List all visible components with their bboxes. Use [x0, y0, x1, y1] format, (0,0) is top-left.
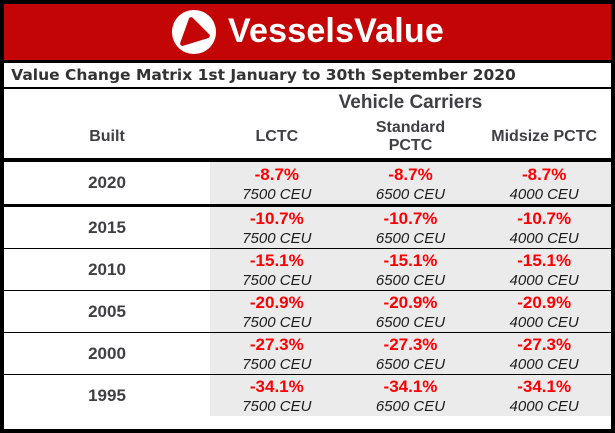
column-header-lctc: LCTC — [255, 127, 299, 145]
built-year: 2000 — [4, 333, 210, 374]
group-header-vehicle-carriers: Vehicle Carriers — [338, 92, 483, 113]
column-header-row: Built LCTC Standard PCTC Midsize PCTC — [4, 116, 611, 158]
capacity-label: 7500 CEU — [242, 314, 312, 331]
value-change-pct: -15.1% — [517, 251, 572, 270]
value-cell-standard-pctc: -10.7% 6500 CEU — [343, 207, 478, 248]
divider — [4, 87, 611, 89]
value-cell-lctc: -20.9% 7500 CEU — [210, 291, 344, 332]
capacity-label: 7500 CEU — [242, 398, 312, 415]
value-change-pct: -20.9% — [517, 293, 572, 312]
value-cell-midsize-pctc: -10.7% 4000 CEU — [477, 207, 611, 248]
value-cell-midsize-pctc: -27.3% 4000 CEU — [477, 333, 611, 374]
capacity-label: 4000 CEU — [509, 185, 579, 203]
built-year: 1995 — [4, 375, 210, 416]
capacity-label: 6500 CEU — [375, 398, 446, 415]
value-cell-midsize-pctc: -34.1% 4000 CEU — [477, 375, 611, 416]
value-cell-midsize-pctc: -8.7% 4000 CEU — [477, 162, 611, 204]
value-change-pct: -15.1% — [383, 251, 438, 270]
value-cell-lctc: -8.7% 7500 CEU — [210, 162, 344, 204]
capacity-label: 6500 CEU — [375, 230, 446, 247]
built-year: 2015 — [4, 207, 210, 248]
divider — [4, 60, 611, 63]
value-cell-lctc: -34.1% 7500 CEU — [210, 375, 344, 416]
table-row-2000: 2000 -27.3% 7500 CEU -27.3% 6500 CEU -27… — [4, 330, 611, 374]
built-year: 2020 — [4, 162, 210, 204]
value-cell-lctc: -10.7% 7500 CEU — [210, 207, 344, 248]
vesselsvalue-logo-icon — [171, 9, 217, 55]
value-cell-standard-pctc: -8.7% 6500 CEU — [343, 162, 478, 204]
brand-name: VesselsValue — [227, 11, 445, 50]
value-change-pct: -27.3% — [517, 335, 572, 354]
capacity-label: 7500 CEU — [242, 272, 312, 289]
capacity-label: 6500 CEU — [375, 272, 446, 289]
value-change-pct: -8.7% — [254, 164, 300, 184]
capacity-label: 4000 CEU — [509, 230, 579, 247]
capacity-label: 7500 CEU — [242, 356, 312, 373]
value-change-pct: -34.1% — [383, 377, 438, 396]
group-header-spacer — [4, 92, 210, 116]
column-header-built: Built — [89, 127, 125, 145]
value-change-pct: -20.9% — [383, 293, 438, 312]
brand-banner: VesselsValue — [4, 4, 611, 60]
value-cell-standard-pctc: -15.1% 6500 CEU — [343, 249, 478, 290]
capacity-label: 6500 CEU — [375, 356, 446, 373]
capacity-label: 6500 CEU — [375, 314, 446, 331]
column-header-standard-pctc: Standard PCTC — [375, 118, 446, 154]
value-change-pct: -34.1% — [517, 377, 572, 396]
capacity-label: 7500 CEU — [242, 185, 312, 203]
value-cell-standard-pctc: -20.9% 6500 CEU — [343, 291, 478, 332]
value-change-pct: -8.7% — [388, 164, 433, 184]
value-change-pct: -10.7% — [249, 209, 304, 228]
value-change-pct: -15.1% — [249, 251, 304, 270]
value-cell-midsize-pctc: -15.1% 4000 CEU — [477, 249, 611, 290]
capacity-label: 4000 CEU — [509, 398, 579, 415]
table-row-2020: 2020 -8.7% 7500 CEU -8.7% 6500 CEU -8.7%… — [4, 162, 611, 204]
title-bar: Value Change Matrix 1st January to 30th … — [4, 63, 611, 87]
divider — [4, 158, 611, 162]
built-year: 2005 — [4, 291, 210, 332]
table-header: Vehicle Carriers Built LCTC Standard PCT… — [4, 89, 611, 158]
page-title: Value Change Matrix 1st January to 30th … — [11, 66, 516, 84]
value-change-pct: -10.7% — [383, 209, 438, 228]
table-row-2015: 2015 -10.7% 7500 CEU -10.7% 6500 CEU -10… — [4, 204, 611, 248]
column-header-midsize-pctc: Midsize PCTC — [491, 127, 598, 145]
value-change-pct: -10.7% — [517, 209, 572, 228]
value-cell-standard-pctc: -27.3% 6500 CEU — [343, 333, 478, 374]
built-year: 2010 — [4, 249, 210, 290]
value-cell-lctc: -15.1% 7500 CEU — [210, 249, 344, 290]
capacity-label: 7500 CEU — [242, 230, 312, 247]
capacity-label: 4000 CEU — [509, 356, 579, 373]
table-row-2010: 2010 -15.1% 7500 CEU -15.1% 6500 CEU -15… — [4, 246, 611, 290]
value-change-pct: -27.3% — [249, 335, 304, 354]
value-change-pct: -34.1% — [249, 377, 304, 396]
table-row-2005: 2005 -20.9% 7500 CEU -20.9% 6500 CEU -20… — [4, 288, 611, 332]
capacity-label: 4000 CEU — [509, 314, 579, 331]
capacity-label: 4000 CEU — [509, 272, 579, 289]
group-header-row: Vehicle Carriers — [4, 89, 611, 116]
capacity-label: 6500 CEU — [375, 185, 446, 203]
table-row-1995: 1995 -34.1% 7500 CEU -34.1% 6500 CEU -34… — [4, 372, 611, 416]
value-change-pct: -20.9% — [249, 293, 304, 312]
value-change-pct: -8.7% — [521, 164, 567, 184]
value-cell-standard-pctc: -34.1% 6500 CEU — [343, 375, 478, 416]
value-cell-midsize-pctc: -20.9% 4000 CEU — [477, 291, 611, 332]
value-change-pct: -27.3% — [383, 335, 438, 354]
value-cell-lctc: -27.3% 7500 CEU — [210, 333, 344, 374]
